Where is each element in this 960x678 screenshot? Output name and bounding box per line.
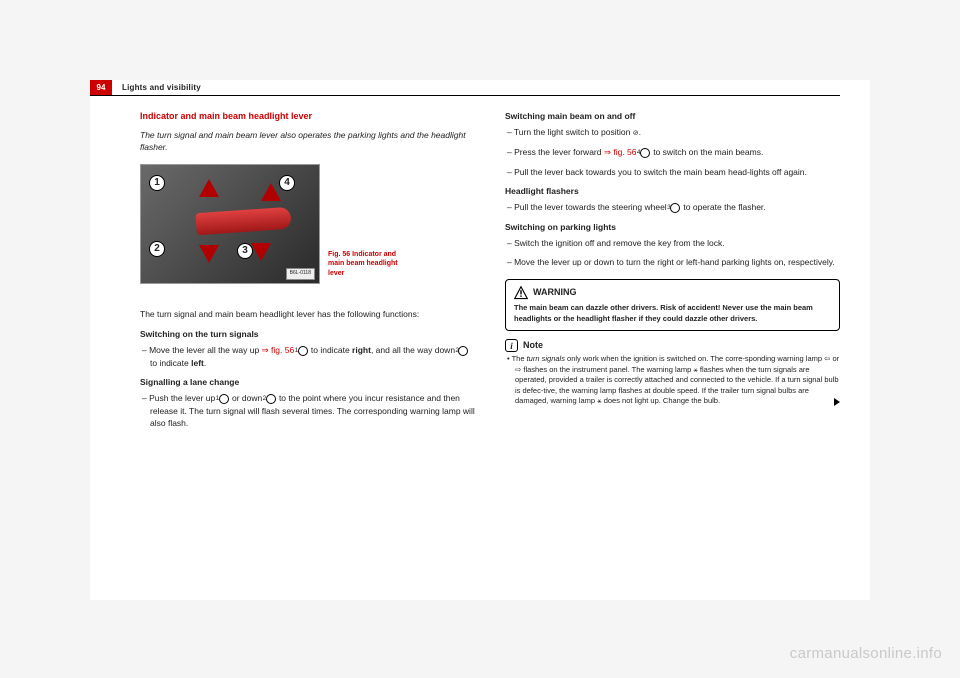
warning-label: WARNING xyxy=(533,286,577,299)
text: , and all the way down xyxy=(371,345,457,355)
watermark: carmanualsonline.info xyxy=(790,645,942,662)
bold-text: left xyxy=(191,358,204,368)
text: – Push the lever up xyxy=(142,393,218,403)
text: The xyxy=(512,354,527,363)
callout-2: 2 xyxy=(149,241,165,257)
right-column: Switching main beam on and off – Turn th… xyxy=(505,110,840,436)
note-body: • The turn signals only work when the ig… xyxy=(505,354,840,407)
list-item: – Push the lever up 1 or down 2 to the p… xyxy=(140,392,475,429)
continue-icon xyxy=(834,398,840,406)
info-icon: i xyxy=(505,339,518,352)
text: – Turn the light switch to position xyxy=(507,127,633,137)
light-switch-icon: ⊘ xyxy=(633,130,639,137)
text: to indicate xyxy=(150,358,191,368)
figure-56: 1 2 3 4 B6L-0118 xyxy=(140,164,320,284)
text: to switch on the main beams. xyxy=(651,147,763,157)
figure-ref: ⇒ fig. 56 xyxy=(604,147,637,157)
subheading: Signalling a lane change xyxy=(140,376,475,388)
arrow-up-icon xyxy=(261,183,281,201)
subheading: Switching on parking lights xyxy=(505,221,840,233)
text: – Move the lever all the way up xyxy=(142,345,262,355)
text: – Press the lever forward xyxy=(507,147,604,157)
manual-page: 94 Lights and visibility Indicator and m… xyxy=(90,80,870,600)
content-columns: Indicator and main beam headlight lever … xyxy=(90,110,870,436)
subheading: Switching on the turn signals xyxy=(140,328,475,340)
warning-box: WARNING The main beam can dazzle other d… xyxy=(505,279,840,332)
italic-text: turn signals xyxy=(527,354,565,363)
lever-graphic xyxy=(195,206,291,235)
callout-ref-1: 1 xyxy=(219,394,229,404)
note-header: i Note xyxy=(505,339,840,352)
warning-body: The main beam can dazzle other drivers. … xyxy=(514,303,831,325)
note-label: Note xyxy=(523,339,543,352)
callout-ref-3: 3 xyxy=(670,203,680,213)
subheading: Headlight flashers xyxy=(505,185,840,197)
intro-text: The turn signal and main beam lever also… xyxy=(140,129,475,154)
callout-ref-2: 2 xyxy=(458,346,468,356)
text: to indicate xyxy=(309,345,352,355)
arrow-down-icon xyxy=(199,245,219,263)
section-title: Lights and visibility xyxy=(122,83,201,92)
left-column: Indicator and main beam headlight lever … xyxy=(140,110,475,436)
text: – Pull the lever towards the steering wh… xyxy=(507,202,669,212)
list-item: – Press the lever forward ⇒ fig. 56 4 to… xyxy=(505,146,840,158)
callout-1: 1 xyxy=(149,175,165,191)
text: or down xyxy=(230,393,265,403)
page-header: 94 Lights and visibility xyxy=(90,80,840,96)
callout-ref-4: 4 xyxy=(640,148,650,158)
list-item: – Move the lever up or down to turn the … xyxy=(505,256,840,268)
figure-wrap: 1 2 3 4 B6L-0118 Fig. 56 Indicator and m… xyxy=(140,164,475,296)
bold-text: right xyxy=(352,345,371,355)
topic-heading: Indicator and main beam headlight lever xyxy=(140,110,475,123)
callout-3: 3 xyxy=(237,243,253,259)
page-number: 94 xyxy=(90,80,112,95)
figure-caption: Fig. 56 Indicator and main beam headligh… xyxy=(328,250,408,295)
callout-4: 4 xyxy=(279,175,295,191)
list-item: – Turn the light switch to position ⊘. xyxy=(505,126,840,139)
list-item: – Pull the lever towards the steering wh… xyxy=(505,201,840,213)
subheading: Switching main beam on and off xyxy=(505,110,840,122)
list-item: – Switch the ignition off and remove the… xyxy=(505,237,840,249)
figure-label: B6L-0118 xyxy=(286,268,315,279)
callout-ref-2: 2 xyxy=(266,394,276,404)
figure-ref: ⇒ fig. 56 xyxy=(262,345,295,355)
paragraph: The turn signal and main beam headlight … xyxy=(140,308,475,320)
arrow-down-icon xyxy=(251,243,271,261)
warning-icon xyxy=(514,286,528,300)
text: to operate the flasher. xyxy=(681,202,766,212)
arrow-up-icon xyxy=(199,179,219,197)
callout-ref-1: 1 xyxy=(298,346,308,356)
list-item: – Move the lever all the way up ⇒ fig. 5… xyxy=(140,344,475,369)
list-item: – Pull the lever back towards you to swi… xyxy=(505,166,840,178)
warning-header: WARNING xyxy=(514,286,831,300)
